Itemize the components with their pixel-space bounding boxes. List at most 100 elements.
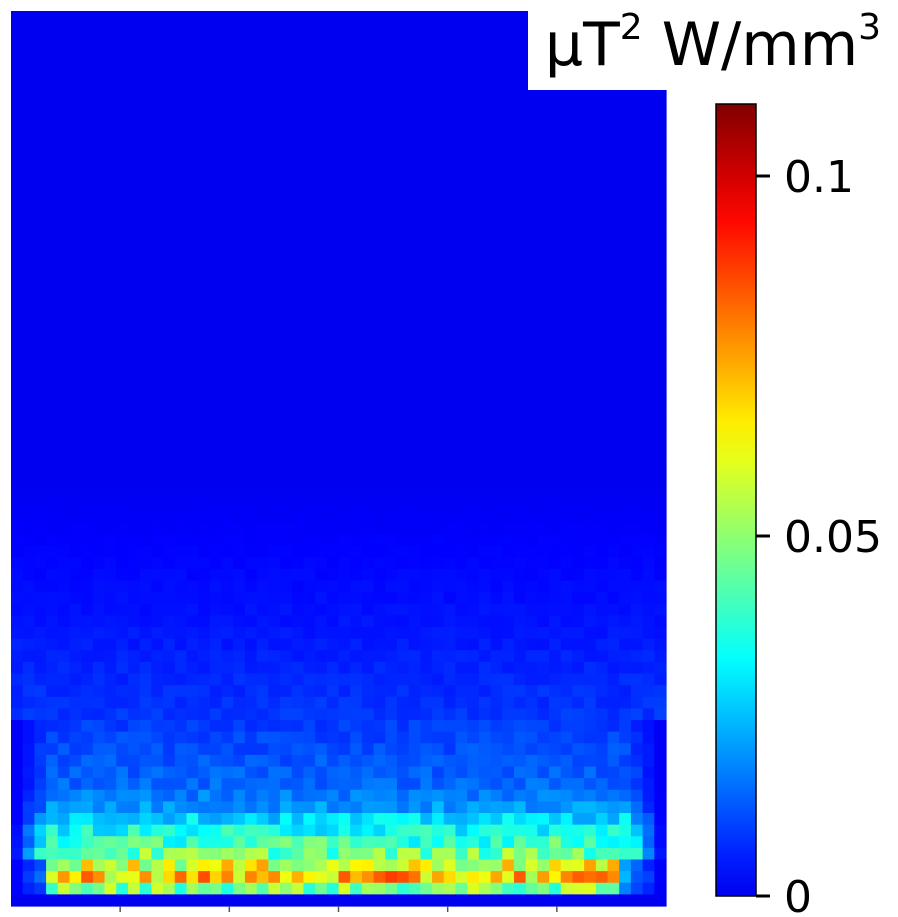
heatmap-cell [151, 534, 164, 547]
heatmap-cell [22, 743, 35, 756]
heatmap-cell [46, 464, 59, 477]
heatmap-cell [338, 696, 351, 709]
heatmap-cell [443, 103, 457, 117]
heatmap-cell [174, 162, 188, 175]
heatmap-cell [46, 754, 59, 768]
heatmap-cell [396, 475, 410, 489]
heatmap-cell [303, 150, 316, 163]
heatmap-cell [209, 371, 223, 384]
heatmap-cell [303, 836, 316, 849]
heatmap-cell [385, 231, 398, 245]
heatmap-cell [630, 603, 644, 617]
heatmap-cell [607, 580, 620, 593]
heatmap-cell [163, 92, 176, 105]
heatmap-cell [139, 231, 152, 245]
heatmap-cell [560, 778, 574, 791]
heatmap-cell [57, 708, 71, 721]
heatmap-cell [163, 429, 176, 442]
heatmap-cell [209, 801, 223, 814]
heatmap-cell [338, 708, 351, 721]
heatmap-cell [420, 627, 433, 640]
heatmap-cell [619, 127, 632, 140]
heatmap-cell [81, 534, 94, 547]
heatmap-cell [209, 766, 223, 779]
heatmap-cell [338, 441, 351, 454]
heatmap-cell [654, 92, 667, 105]
heatmap-cell [478, 754, 492, 768]
heatmap-cell [396, 638, 410, 651]
heatmap-cell [280, 417, 293, 431]
heatmap-cell [127, 696, 141, 709]
heatmap-cell [607, 673, 620, 686]
heatmap-cell [490, 464, 503, 477]
heatmap-cell [69, 894, 82, 907]
heatmap-cell [22, 580, 35, 593]
heatmap-cell [244, 324, 258, 338]
heatmap-cell [69, 789, 82, 802]
heatmap-cell [490, 336, 503, 349]
heatmap-cell [408, 22, 421, 35]
heatmap-cell [315, 382, 328, 396]
heatmap-cell [92, 568, 106, 582]
heatmap-cell [408, 720, 421, 733]
heatmap-cell [396, 615, 410, 628]
heatmap-cell [326, 464, 340, 477]
heatmap-cell [630, 185, 644, 198]
heatmap-cell [361, 534, 375, 547]
heatmap-cell [326, 313, 340, 326]
heatmap-cell [619, 359, 632, 372]
heatmap-cell [104, 603, 117, 617]
heatmap-cell [116, 708, 129, 721]
heatmap-cell [163, 57, 176, 70]
heatmap-cell [163, 499, 176, 512]
heatmap-cell [525, 162, 538, 175]
heatmap-cell [619, 150, 632, 163]
heatmap-cell [11, 80, 24, 93]
heatmap-cell [198, 220, 211, 233]
heatmap-cell [654, 754, 667, 768]
heatmap-cell [116, 592, 129, 605]
heatmap-cell [315, 882, 328, 895]
heatmap-cell [396, 603, 410, 617]
heatmap-cell [584, 720, 597, 733]
heatmap-cell [268, 57, 281, 70]
heatmap-cell [233, 196, 246, 210]
heatmap-cell [198, 185, 211, 198]
heatmap-cell [408, 778, 421, 791]
heatmap-cell [256, 417, 269, 431]
heatmap-cell [280, 871, 293, 884]
heatmap-cell [81, 22, 94, 35]
heatmap-cell [57, 371, 71, 384]
heatmap-cell [350, 220, 363, 233]
heatmap-cell [560, 824, 574, 837]
heatmap-cell [502, 580, 515, 593]
heatmap-cell [607, 150, 620, 163]
heatmap-cell [291, 661, 305, 675]
heatmap-cell [104, 22, 117, 35]
heatmap-cell [186, 406, 199, 419]
heatmap-cell [315, 266, 328, 279]
heatmap-cell [57, 627, 71, 640]
heatmap-cell [455, 568, 468, 582]
heatmap-cell [11, 475, 24, 489]
heatmap-cell [478, 185, 492, 198]
heatmap-cell [572, 359, 585, 372]
heatmap-cell [11, 162, 24, 175]
heatmap-cell [619, 731, 632, 744]
heatmap-cell [256, 499, 269, 512]
heatmap-cell [467, 580, 480, 593]
heatmap-cell [163, 615, 176, 628]
heatmap-cell [57, 673, 71, 686]
heatmap-cell [221, 789, 234, 802]
heatmap-cell [57, 382, 71, 396]
heatmap-cell [291, 243, 305, 256]
heatmap-cell [607, 743, 620, 756]
heatmap-cell [607, 894, 620, 907]
heatmap-cell [467, 115, 480, 128]
heatmap-cell [607, 487, 620, 500]
heatmap-cell [291, 196, 305, 210]
heatmap-cell [127, 115, 141, 128]
heatmap-cell [549, 592, 562, 605]
heatmap-cell [22, 627, 35, 640]
heatmap-cell [268, 720, 281, 733]
